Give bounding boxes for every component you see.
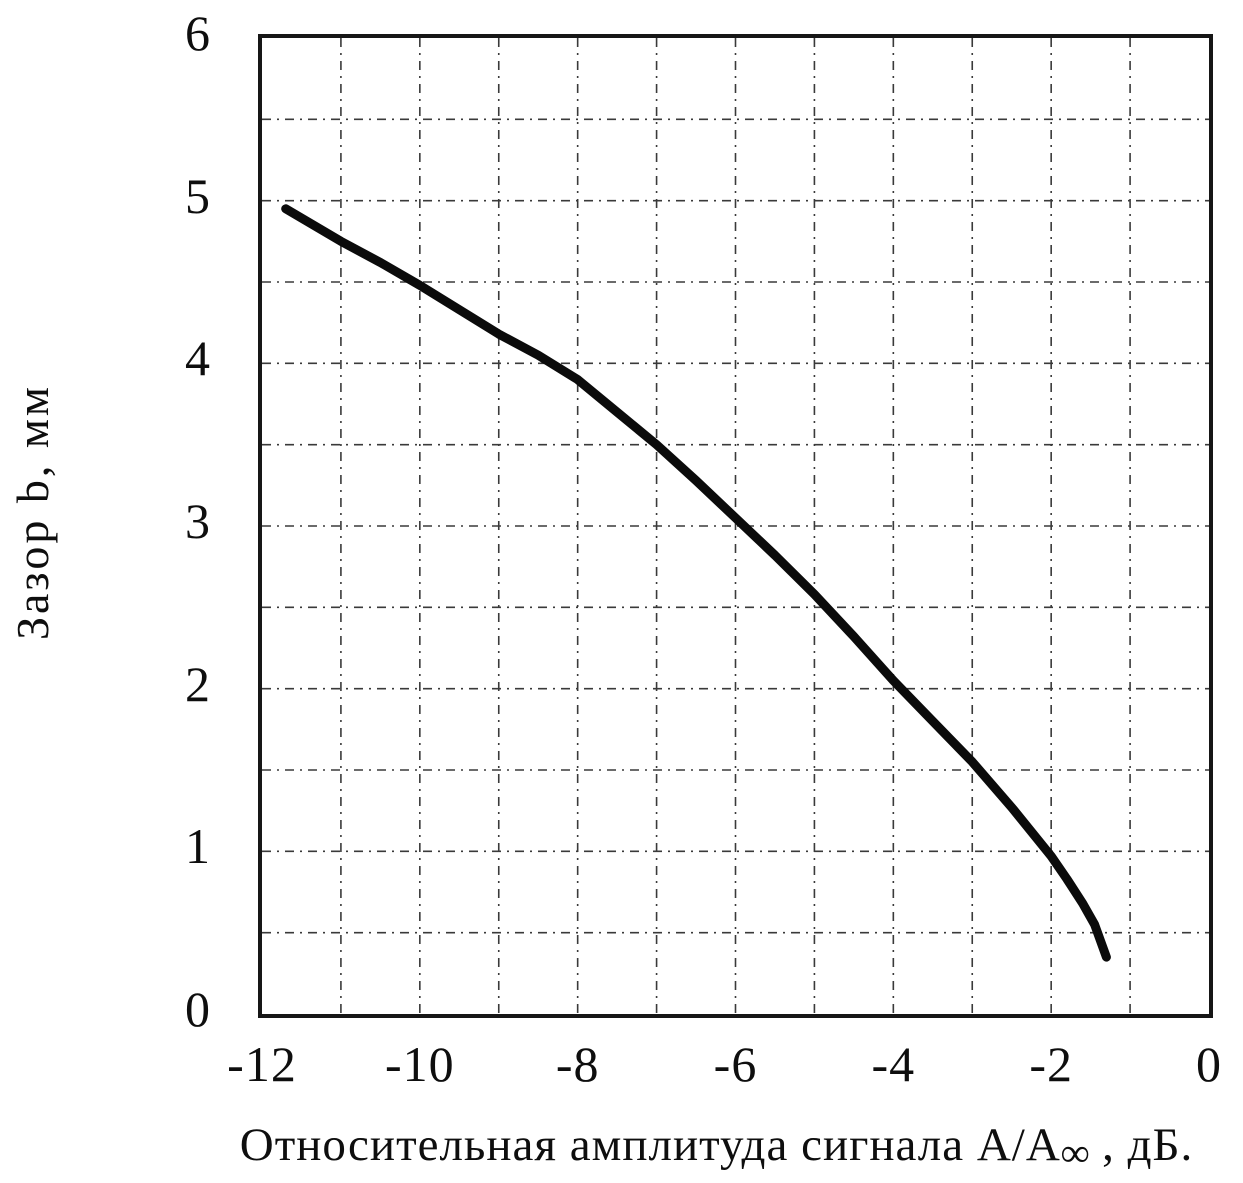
x-tick-label: -12 xyxy=(227,1036,297,1092)
x-tick-label: -6 xyxy=(713,1036,758,1092)
y-tick-label: 1 xyxy=(185,818,211,875)
x-tick-label: -8 xyxy=(555,1036,600,1092)
chart-curve-svg xyxy=(262,38,1209,1014)
x-axis-title-tail: , дБ. xyxy=(1089,1119,1194,1171)
x-tick-label: -10 xyxy=(385,1036,455,1092)
infinity-symbol: ∞ xyxy=(1060,1130,1090,1175)
plot-area xyxy=(258,34,1213,1018)
y-tick-label: 4 xyxy=(185,330,211,387)
y-tick-label: 3 xyxy=(185,493,211,549)
y-axis-title: Зазор b, мм xyxy=(7,383,58,641)
data-curve xyxy=(281,204,1111,962)
x-tick-label: -4 xyxy=(871,1036,916,1092)
x-tick-label: -2 xyxy=(1029,1036,1073,1092)
y-tick-label: 5 xyxy=(185,167,211,224)
x-tick-label: 0 xyxy=(1196,1036,1222,1092)
x-axis-title-main: Относительная амплитуда сигнала А/А xyxy=(239,1119,1061,1171)
x-axis-title: Относительная амплитуда сигнала А/А∞ , д… xyxy=(190,1118,1243,1176)
y-tick-label: 0 xyxy=(185,981,211,1037)
y-tick-label: 2 xyxy=(185,655,211,712)
y-tick-label: 6 xyxy=(185,5,211,61)
